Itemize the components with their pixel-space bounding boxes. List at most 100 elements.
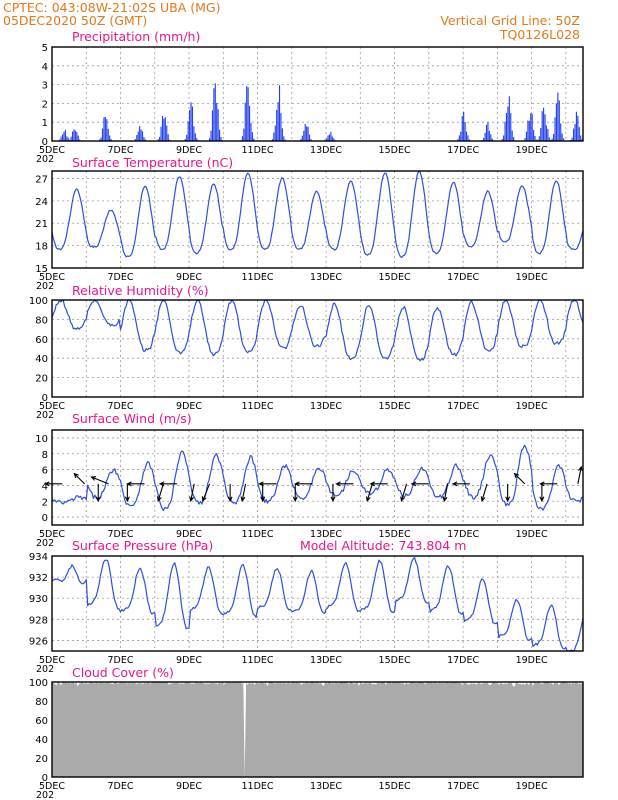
wind-vector [201, 483, 211, 503]
precip-bar [71, 131, 74, 141]
precip-bar [487, 122, 489, 141]
x-tick-label: 5DEC [39, 781, 65, 792]
precip-bar [278, 85, 281, 141]
precip-bar [324, 139, 326, 141]
header-model: TQ0126L028 [499, 27, 580, 42]
precip-bar [303, 130, 305, 141]
wind-vector [90, 476, 109, 485]
wind-vector [505, 483, 511, 503]
precip-bar [220, 137, 222, 141]
x-tick-label: 13DEC [310, 401, 342, 412]
y-tick-label: 60 [35, 335, 48, 346]
precip-bar [541, 111, 543, 141]
y-tick-label: 0 [42, 773, 48, 784]
x-year-label: 202 [36, 281, 54, 292]
x-tick-label: 17DEC [447, 145, 479, 156]
precip-bar [191, 106, 194, 141]
y-tick-label: 6 [42, 466, 48, 477]
y-tick-label: 21 [35, 219, 48, 230]
precip-bar [157, 139, 159, 141]
precip-bar [163, 118, 165, 141]
precip-bar [166, 125, 168, 141]
precip-bar [140, 129, 142, 141]
precip-bar [580, 135, 582, 141]
x-tick-label: 15DEC [379, 401, 411, 412]
x-tick-label: 7DEC [108, 272, 134, 283]
precip-bar [134, 139, 136, 141]
y-tick-label: 40 [35, 354, 48, 365]
precip-bar [246, 86, 248, 141]
precip-bar [250, 122, 252, 141]
precip-bar [543, 107, 545, 141]
panel-title: Surface Temperature (nC) [72, 155, 233, 170]
precip-bar [331, 136, 333, 141]
header-station: CPTEC: 043:08W-21:02S UBA (MG) [3, 0, 220, 15]
precip-bar [528, 120, 530, 141]
precip-bar [483, 138, 485, 141]
precip-bar [277, 102, 279, 141]
x-tick-label: 7DEC [108, 529, 134, 540]
precip-bar [243, 128, 245, 141]
wind-vector [260, 483, 266, 503]
precip-bar [110, 138, 112, 141]
precip-bar [213, 88, 215, 141]
y-tick-label: 80 [35, 697, 48, 708]
x-tick-label: 9DEC [176, 655, 202, 666]
panel-subtitle: Model Altitude: 743.804 m [300, 538, 466, 553]
precip-bar [187, 121, 189, 141]
x-tick-label: 11DEC [242, 781, 274, 792]
panel-title: Cloud Cover (%) [72, 665, 174, 680]
x-tick-label: 17DEC [447, 529, 479, 540]
precip-bar [581, 139, 583, 141]
precip-bar [326, 138, 328, 141]
precip-bar [307, 126, 309, 141]
precip-bar [139, 126, 141, 141]
panel-frame [51, 681, 584, 778]
precip-bar [276, 110, 278, 141]
precip-bar [144, 139, 146, 141]
y-tick-label: 0 [42, 137, 48, 148]
x-year-label: 202 [36, 410, 54, 421]
x-tick-label: 5DEC [39, 272, 65, 283]
y-tick-label: 0 [42, 513, 48, 524]
precip-bar [79, 139, 81, 141]
y-tick-label: 2 [42, 497, 48, 508]
wind-vector [126, 481, 145, 487]
wind-line [51, 444, 584, 512]
precip-bar [560, 123, 562, 141]
precip-bar [61, 134, 64, 141]
y-tick-label: 60 [35, 716, 48, 727]
precip-bar [577, 115, 579, 141]
precip-bar [508, 96, 510, 141]
x-tick-label: 15DEC [379, 781, 411, 792]
precip-bar [167, 134, 169, 141]
precip-bar [561, 133, 563, 141]
precip-bar [103, 117, 105, 141]
precip-bar [253, 138, 255, 141]
precip-bar [525, 131, 528, 141]
precip-bar [60, 136, 62, 141]
precip-bar [310, 138, 312, 141]
precip-bar [161, 115, 164, 141]
wind-vector [410, 481, 429, 487]
wind-vector [95, 483, 101, 503]
precip-bar [505, 113, 508, 141]
wind-vector [480, 483, 488, 503]
precip-bar [284, 139, 286, 141]
x-year-label: 202 [36, 538, 54, 549]
precip-bar [540, 128, 542, 141]
panel-frame [51, 46, 584, 142]
x-tick-label: 19DEC [516, 529, 548, 540]
precip-bar [301, 135, 303, 141]
precip-bar [531, 113, 533, 141]
wind-vector [365, 483, 373, 503]
precip-bar [159, 136, 161, 141]
precip-bar [104, 116, 106, 141]
precip-bar [209, 138, 211, 141]
panel-title: Relative Humidity (%) [72, 283, 209, 298]
panel-wind: Surface Wind (m/s) 0 2 4 6 8 10 5DEC 7DEC 9DEC 11D… [35, 411, 584, 549]
x-tick-label: 7DEC [108, 655, 134, 666]
panel-precipitation: Precipitation (mm/h) 0 1 2 3 4 5 5DEC 7DEC 9DEC 11… [36, 29, 584, 165]
precip-bar [308, 134, 311, 141]
precip-bar [106, 119, 108, 141]
